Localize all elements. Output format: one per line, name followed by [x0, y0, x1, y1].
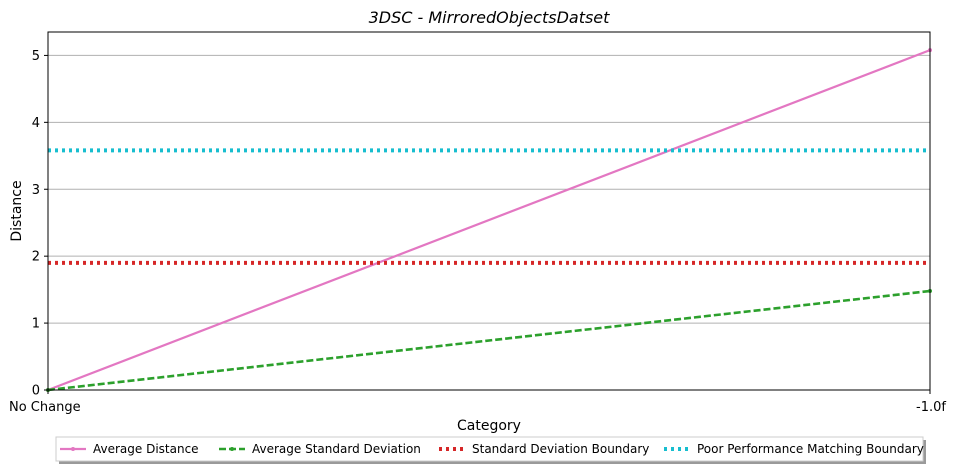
series-lines	[46, 48, 932, 392]
legend-swatch-marker	[230, 447, 234, 451]
gridlines	[48, 54, 930, 324]
y-tick-label: 2	[32, 250, 40, 265]
y-tick-label: 4	[32, 116, 40, 131]
legend-label: Average Standard Deviation	[252, 442, 421, 456]
series-line-0	[47, 49, 931, 392]
chart-title: 3DSC - MirroredObjectsDatset	[369, 8, 611, 27]
x-tick-label: -1.0f	[916, 400, 946, 415]
y-axis-label: Distance	[9, 180, 25, 241]
legend-label: Average Distance	[93, 442, 199, 456]
y-tick-label: 1	[32, 317, 40, 332]
plot-frame	[47, 31, 931, 391]
x-ticks: No Change -1.0f	[9, 390, 946, 415]
x-axis-label: Category	[457, 418, 521, 434]
legend-label: Standard Deviation Boundary	[472, 442, 649, 456]
y-tick-label: 3	[32, 183, 40, 198]
legend-swatch-marker	[71, 447, 75, 451]
series-line-1	[47, 289, 931, 392]
y-tick-label: 0	[32, 384, 40, 399]
legend-label: Poor Performance Matching Boundary	[697, 442, 924, 456]
x-tick-label: No Change	[9, 400, 81, 415]
legend: Average Distance Average Standard Deviati…	[55, 436, 926, 464]
legend-box	[55, 436, 924, 462]
y-ticks: 0 1 2 3 4 5	[32, 49, 48, 399]
y-tick-label: 5	[32, 49, 40, 64]
